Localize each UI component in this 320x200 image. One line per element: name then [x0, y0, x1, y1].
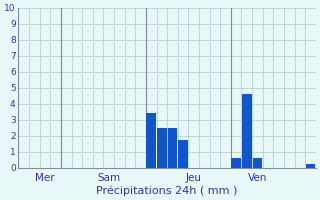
- Bar: [231, 158, 241, 168]
- X-axis label: Précipitations 24h ( mm ): Précipitations 24h ( mm ): [96, 185, 238, 196]
- Bar: [178, 140, 188, 168]
- Bar: [168, 128, 177, 168]
- Bar: [147, 113, 156, 168]
- Bar: [157, 128, 167, 168]
- Bar: [252, 158, 262, 168]
- Bar: [306, 164, 315, 168]
- Bar: [242, 94, 252, 168]
